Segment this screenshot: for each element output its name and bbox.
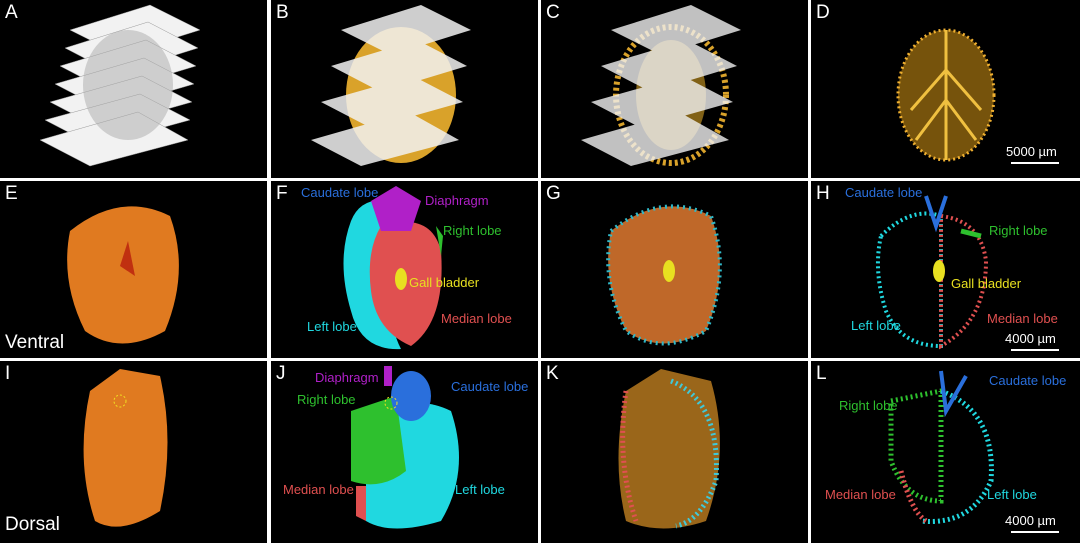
panel-letter: L <box>816 363 827 384</box>
structure-label: Median lobe <box>987 311 1058 326</box>
scale-bar-label: 4000 µm <box>1005 331 1056 346</box>
panel-letter: J <box>276 363 286 384</box>
scale-bar <box>1011 531 1059 533</box>
view-label: Ventral <box>5 332 65 353</box>
vessels <box>888 370 994 524</box>
liver <box>83 369 168 527</box>
panel: D 5000 µm <box>811 0 1080 178</box>
structure-label: Diaphragm <box>425 193 489 208</box>
panel-letter: D <box>816 2 830 23</box>
lobes <box>351 366 459 529</box>
view-label: Dorsal <box>5 514 60 535</box>
vessels <box>618 369 720 529</box>
panel: E Ventral <box>0 181 267 358</box>
structure-label: Median lobe <box>283 482 354 497</box>
panel-letter: G <box>546 183 561 204</box>
scale-bar <box>1011 349 1059 351</box>
panel: A <box>0 0 267 178</box>
structure-label: Caudate lobe <box>989 373 1067 388</box>
structure-label: Median lobe <box>441 311 512 326</box>
structure-label: Right lobe <box>989 223 1048 238</box>
structure-label: Gall bladder <box>951 276 1022 291</box>
panel: J Diaphragm Caudate lobe Right lobe Medi… <box>271 361 538 543</box>
lobes <box>343 186 443 350</box>
slices <box>311 5 471 166</box>
scale-bar <box>1011 162 1059 164</box>
panel: G <box>541 181 808 358</box>
structure-label: Diaphragm <box>315 370 379 385</box>
structure-label: Gall bladder <box>409 275 480 290</box>
scale-bar-label: 4000 µm <box>1005 513 1056 528</box>
structure-label: Right lobe <box>839 398 898 413</box>
vessels <box>876 195 989 350</box>
panel-letter: A <box>5 2 18 23</box>
slices <box>39 4 201 167</box>
structure-label: Left lobe <box>987 487 1037 502</box>
panel-letter: C <box>546 2 560 23</box>
structure-label: Left lobe <box>455 482 505 497</box>
structure-label: Caudate lobe <box>845 185 923 200</box>
scale-bar-label: 5000 µm <box>1006 144 1057 159</box>
panel: I Dorsal <box>0 361 267 543</box>
panel-letter: F <box>276 183 288 204</box>
panel: K <box>541 361 808 543</box>
structure-label: Right lobe <box>443 223 502 238</box>
panel-letter: H <box>816 183 830 204</box>
panel-letter: K <box>546 363 559 384</box>
panel: B <box>271 0 538 178</box>
structure-label: Left lobe <box>851 318 901 333</box>
panel-letter: B <box>276 2 289 23</box>
panel: L Right lobe Caudate lobe Median lobe Le… <box>811 361 1080 543</box>
liver <box>67 206 179 344</box>
panel-letter: I <box>5 363 11 384</box>
panel: H Caudate lobe Right lobe Gall bladder L… <box>811 181 1080 358</box>
panel: C <box>541 0 808 178</box>
slices <box>581 5 741 166</box>
structure-label: Median lobe <box>825 487 896 502</box>
vessels <box>896 28 996 162</box>
structure-label: Caudate lobe <box>451 379 529 394</box>
structure-label: Right lobe <box>297 392 356 407</box>
structure-label: Left lobe <box>307 319 357 334</box>
vessels <box>606 204 722 346</box>
panel: F Caudate lobe Diaphragm Right lobe Gall… <box>271 181 538 358</box>
structure-label: Caudate lobe <box>301 185 379 200</box>
panel-letter: E <box>5 183 18 204</box>
